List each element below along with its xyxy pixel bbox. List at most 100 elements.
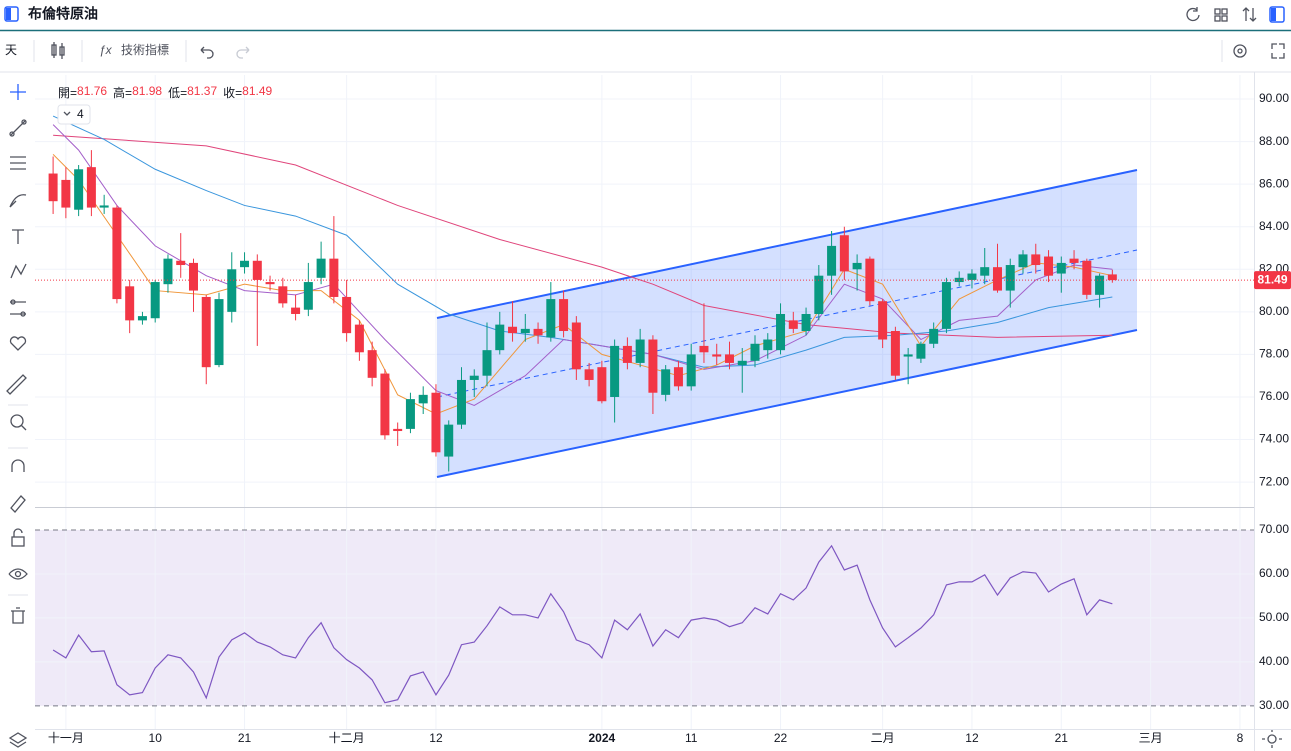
redo-button[interactable] [236, 46, 250, 59]
candle-body [291, 307, 301, 314]
x-tick-label: 二月 [871, 731, 895, 745]
indicator-count: 4 [77, 107, 84, 121]
rsi-tick-label: 40.00 [1259, 654, 1289, 668]
candle-body [227, 269, 237, 312]
plot [35, 115, 1254, 704]
layers-button[interactable] [8, 732, 28, 748]
y-tick-label: 90.00 [1259, 91, 1289, 105]
candle-body [456, 379, 466, 425]
x-tick-label: 2024 [589, 731, 616, 745]
channel-lower [436, 329, 1138, 478]
candle-body [878, 301, 888, 340]
candle-body [661, 369, 671, 395]
x-tick-label: 三月 [1139, 731, 1163, 745]
candle-body [495, 324, 505, 351]
candle-body [61, 179, 71, 208]
candle-body [252, 260, 262, 280]
candle-body [941, 282, 951, 329]
moving-average [52, 124, 1113, 407]
ohlc-label: 開= [58, 86, 78, 100]
candle-body [137, 316, 147, 321]
candle-body [393, 428, 403, 432]
undo-button[interactable] [200, 46, 214, 59]
candle-body [839, 235, 849, 272]
candle-body [559, 299, 569, 332]
ohlc-value: 81.37 [187, 84, 218, 98]
x-tick-label: 10 [149, 731, 163, 745]
indicator-badge[interactable] [57, 104, 91, 125]
ohlc-label: 低= [168, 86, 188, 100]
indicators-button[interactable]: 技術指標 [121, 42, 169, 57]
fx-icon: ƒx [99, 43, 113, 57]
candle-body [444, 424, 454, 457]
y-tick-label: 74.00 [1259, 432, 1289, 446]
interval-button[interactable]: 天 [5, 43, 17, 57]
settings-sun[interactable] [1262, 729, 1282, 748]
settings-button-core [1237, 48, 1243, 54]
candle-body [469, 375, 479, 380]
candle-body [852, 262, 862, 270]
candle-body [520, 328, 530, 334]
candle-body [163, 258, 173, 285]
badge-chevron [63, 111, 71, 116]
ohlc-value: 81.98 [132, 84, 163, 98]
y-tick-label: 78.00 [1259, 347, 1289, 361]
chart-type-button[interactable] [51, 42, 65, 59]
header-icons[interactable] [1186, 6, 1285, 23]
candle-body [48, 173, 58, 202]
candle-body [418, 394, 428, 404]
candle-body [265, 282, 275, 285]
candle-body [903, 354, 913, 357]
candle-body [801, 313, 811, 332]
candle-body [737, 360, 747, 366]
candle-body [431, 392, 441, 453]
settings-button[interactable] [1233, 44, 1247, 58]
ohlc-label: 高= [113, 86, 133, 100]
candle-body [571, 322, 581, 370]
channel-middle [436, 249, 1138, 398]
rsi-tick-label: 50.00 [1259, 610, 1289, 624]
candle-body [1107, 274, 1117, 281]
candle-body [967, 273, 977, 280]
candle-body [380, 373, 390, 436]
candle-body [316, 258, 326, 278]
y-tick-label: 72.00 [1259, 474, 1289, 488]
candle-body [788, 320, 798, 329]
header [0, 0, 1291, 30]
symbol-icon [4, 6, 19, 22]
grid [35, 75, 1254, 730]
candle-body [980, 267, 990, 276]
ohlc-legend: 開= 81.76 高= 81.98 低= 81.37 收= 81.49 [58, 84, 278, 101]
y-tick-label: 84.00 [1259, 219, 1289, 233]
rsi-tick-label: 70.00 [1259, 522, 1289, 536]
ohlc-value: 81.49 [242, 84, 273, 98]
candle-body [482, 350, 492, 376]
rsi-tick-label: 30.00 [1259, 698, 1289, 712]
candle-body [150, 282, 160, 319]
candle-body [622, 345, 632, 363]
x-tick-label: 8 [1237, 731, 1244, 745]
candle-body [890, 331, 900, 376]
candle-body [112, 207, 122, 300]
parallel-channel[interactable] [436, 169, 1138, 478]
fullscreen-button[interactable] [1271, 43, 1285, 59]
candle-body [367, 350, 377, 378]
candle-body [929, 328, 939, 344]
channel-upper [436, 169, 1138, 319]
candle-body [99, 205, 109, 208]
ohlc-label: 收= [223, 86, 243, 100]
candle-body [303, 282, 313, 310]
x-tick-label: 十一月 [48, 731, 84, 745]
candle-body [1044, 256, 1054, 276]
candle-body [635, 339, 645, 363]
x-tick-label: 12 [429, 731, 443, 745]
candle-body [240, 260, 250, 268]
last-price-tag [1254, 271, 1291, 290]
candle-body [214, 299, 224, 366]
drawing-tools[interactable] [6, 84, 28, 624]
candle-body [1095, 275, 1105, 295]
candle-body [673, 367, 683, 387]
candle-body [176, 260, 186, 266]
candle-body [712, 354, 722, 357]
